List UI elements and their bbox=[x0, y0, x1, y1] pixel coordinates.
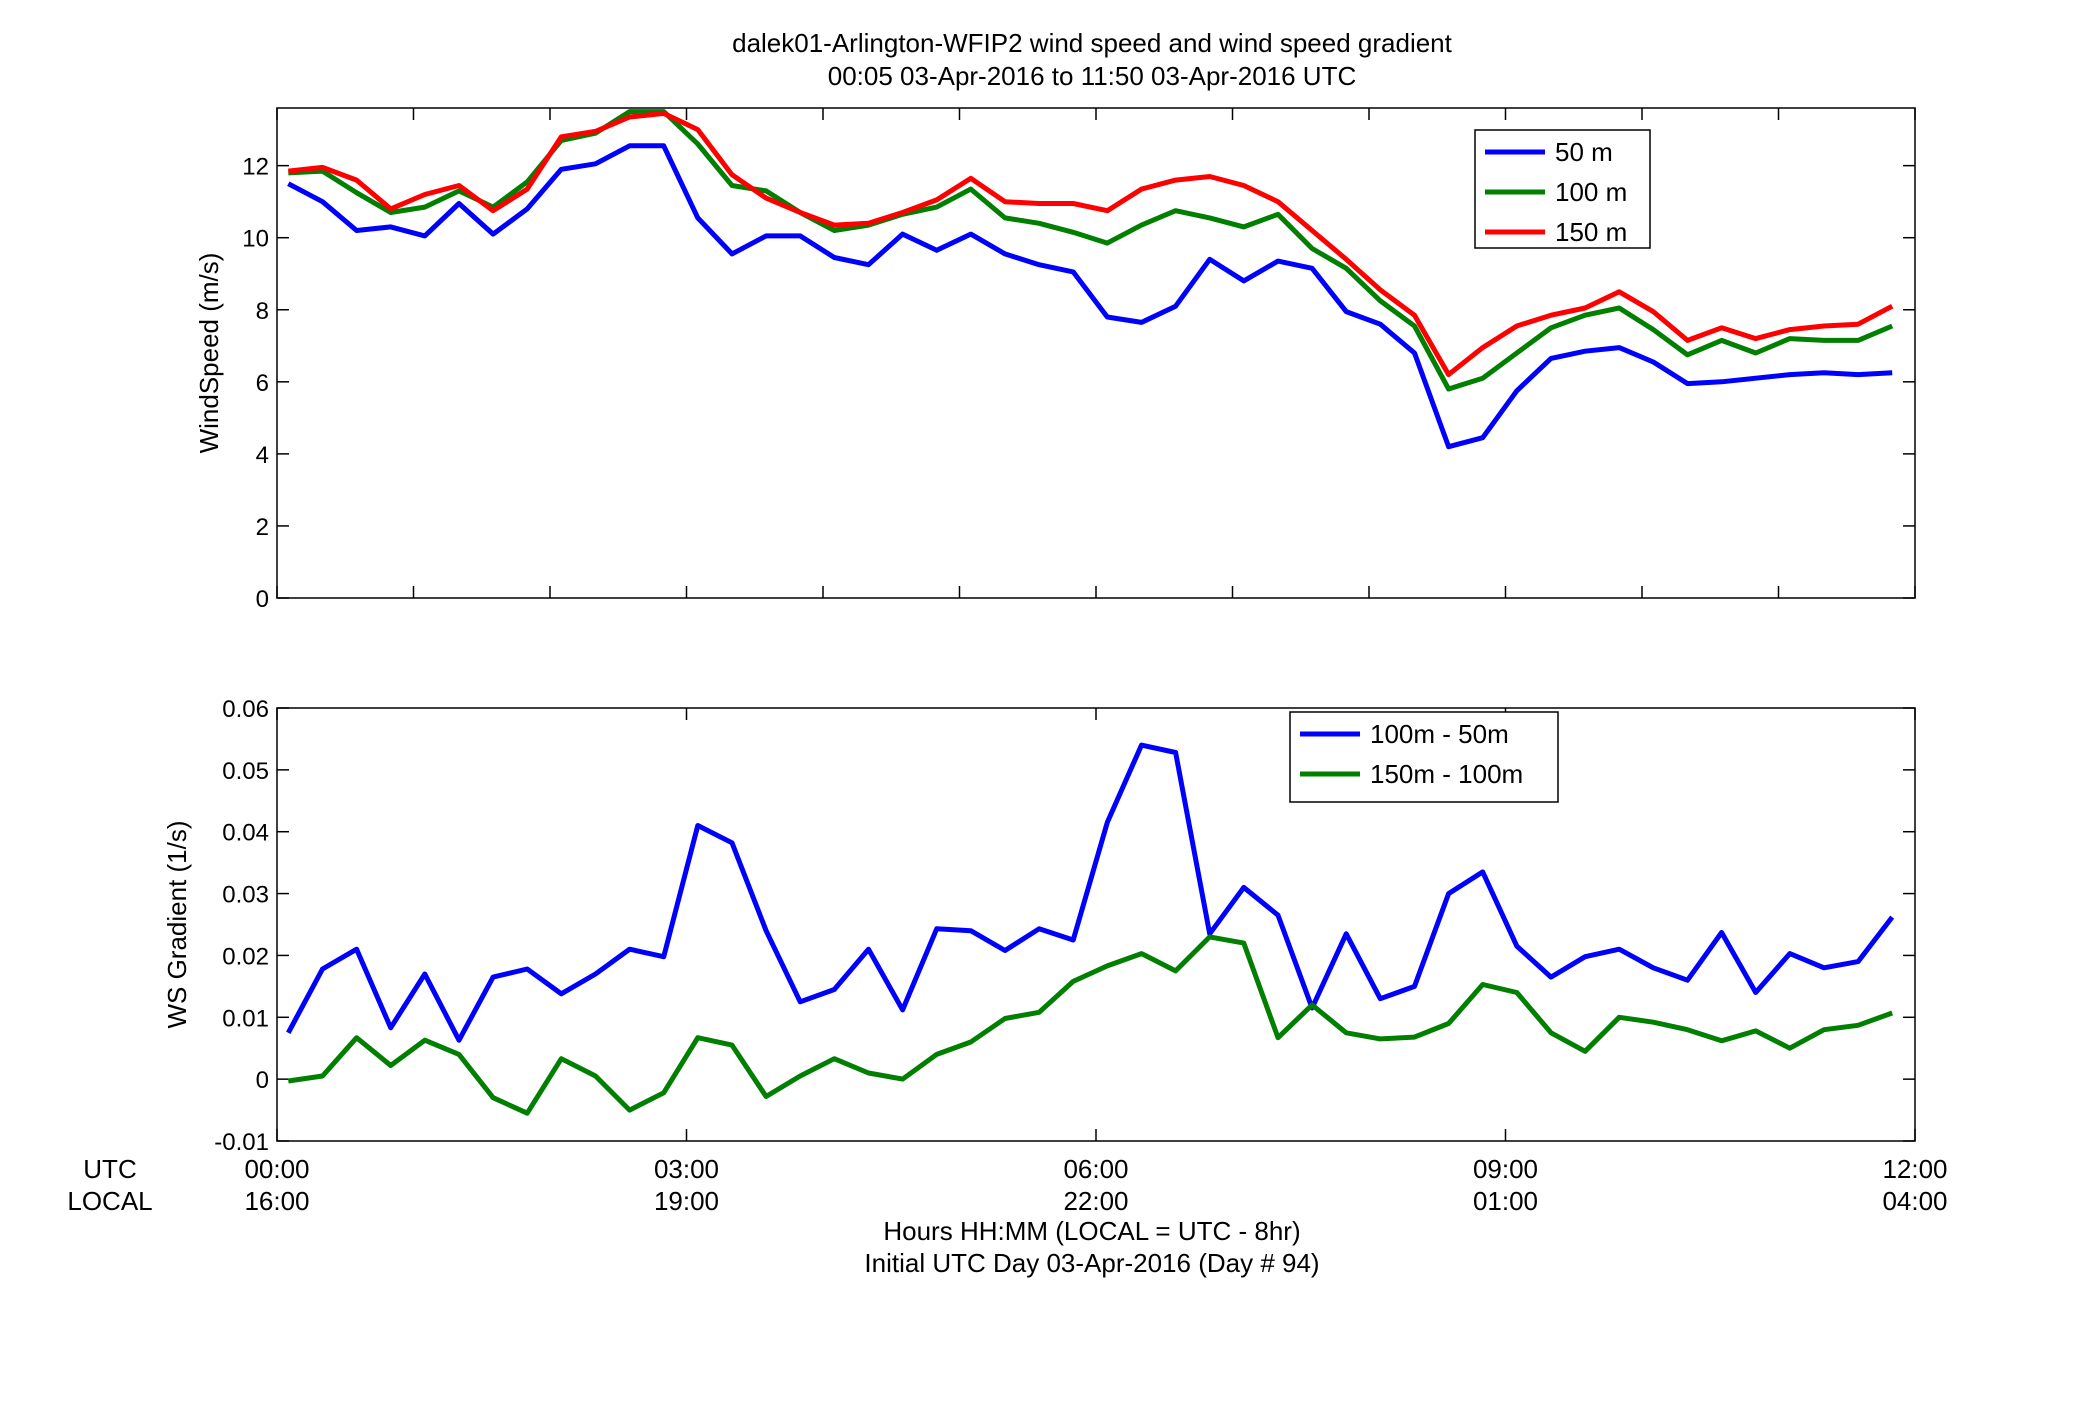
y-tick-label: 6 bbox=[256, 370, 269, 397]
series-line bbox=[286, 742, 1895, 1043]
x-tick-label-local: 16:00 bbox=[244, 1186, 309, 1216]
series-line bbox=[287, 143, 1893, 450]
wind-speed-panel: 0 2 4 6 8 10 12 WindSpeed (m/s) 50 m 100 m 150 m bbox=[194, 107, 1916, 613]
legend-label: 100 m bbox=[1555, 177, 1627, 207]
legend-box bbox=[1289, 711, 1559, 803]
y-tick-label: 0.06 bbox=[222, 696, 269, 723]
plot-area bbox=[276, 107, 1916, 599]
x-tick-label-local: 01:00 bbox=[1473, 1186, 1538, 1216]
legend-label: 50 m bbox=[1555, 137, 1613, 167]
y-tick-label: 2 bbox=[256, 514, 269, 541]
y-tick-label: 4 bbox=[256, 442, 269, 469]
y-tick-label: 8 bbox=[256, 298, 269, 325]
y-axis-label: WS Gradient (1/s) bbox=[162, 820, 192, 1028]
chart-title-line2: 00:05 03-Apr-2016 to 11:50 03-Apr-2016 U… bbox=[828, 61, 1357, 91]
plot-area bbox=[276, 707, 1916, 1142]
x-tick-label-utc: 09:00 bbox=[1473, 1154, 1538, 1184]
legend-label: 150m - 100m bbox=[1370, 759, 1523, 789]
y-tick-label: -0.01 bbox=[214, 1129, 269, 1156]
y-tick-label: 10 bbox=[242, 226, 269, 253]
y-tick-label: 0 bbox=[256, 1067, 269, 1094]
legend-label: 150 m bbox=[1555, 217, 1627, 247]
legend-label: 100m - 50m bbox=[1370, 719, 1509, 749]
y-tick-label: 0.02 bbox=[222, 943, 269, 970]
y-tick-label: 0.01 bbox=[222, 1005, 269, 1032]
local-row-label: LOCAL bbox=[67, 1186, 152, 1216]
y-tick-label: 12 bbox=[242, 154, 269, 181]
utc-row-label: UTC bbox=[83, 1154, 136, 1184]
x-tick-label-local: 22:00 bbox=[1063, 1186, 1128, 1216]
y-axis-label: WindSpeed (m/s) bbox=[194, 253, 224, 454]
wind-gradient-panel: -0.01 0 0.01 0.02 0.03 0.04 0.05 0.06 WS Gradien… bbox=[162, 696, 1916, 1156]
x-axis-label-line2: Initial UTC Day 03-Apr-2016 (Day # 94) bbox=[864, 1248, 1319, 1278]
chart-title-line1: dalek01-Arlington-WFIP2 wind speed and w… bbox=[732, 28, 1453, 58]
x-tick-label-utc: 12:00 bbox=[1882, 1154, 1947, 1184]
series-line bbox=[287, 934, 1894, 1116]
x-tick-label-utc: 06:00 bbox=[1063, 1154, 1128, 1184]
x-tick-label-utc: 03:00 bbox=[654, 1154, 719, 1184]
x-tick-label-local: 19:00 bbox=[654, 1186, 719, 1216]
y-tick-label: 0.05 bbox=[222, 758, 269, 785]
y-tick-label: 0.03 bbox=[222, 882, 269, 909]
x-axis-label-line1: Hours HH:MM (LOCAL = UTC - 8hr) bbox=[883, 1216, 1300, 1246]
y-tick-label: 0 bbox=[256, 586, 269, 613]
y-tick-label: 0.04 bbox=[222, 820, 269, 847]
series-line bbox=[288, 110, 1894, 378]
x-tick-label-local: 04:00 bbox=[1882, 1186, 1947, 1216]
x-tick-label-utc: 00:00 bbox=[244, 1154, 309, 1184]
